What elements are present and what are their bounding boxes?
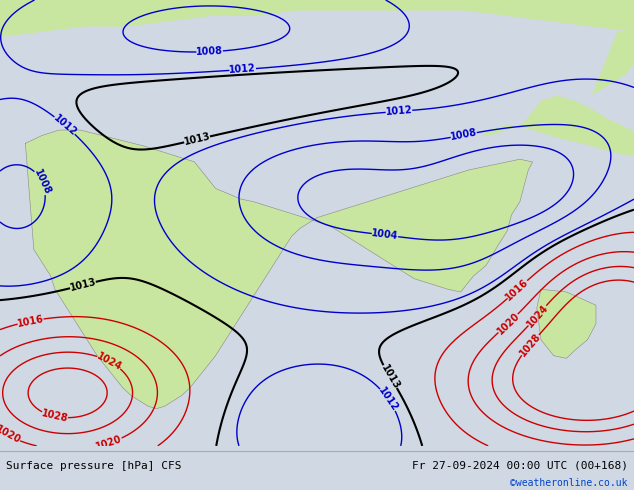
Polygon shape — [592, 32, 634, 96]
Text: 1013: 1013 — [183, 131, 211, 147]
Polygon shape — [537, 289, 596, 358]
Text: 1024: 1024 — [525, 302, 550, 329]
Text: 1012: 1012 — [385, 105, 413, 118]
Text: 1016: 1016 — [504, 277, 531, 302]
Text: Fr 27-09-2024 00:00 UTC (00+168): Fr 27-09-2024 00:00 UTC (00+168) — [411, 461, 628, 471]
Text: 1028: 1028 — [41, 408, 69, 424]
Text: 1020: 1020 — [495, 311, 521, 336]
Text: 1020: 1020 — [0, 424, 22, 446]
Polygon shape — [0, 0, 634, 37]
Text: 1008: 1008 — [32, 168, 53, 196]
Text: 1004: 1004 — [371, 228, 399, 242]
Text: 1012: 1012 — [377, 386, 400, 414]
Text: 1008: 1008 — [450, 127, 478, 143]
Text: 1024: 1024 — [95, 351, 124, 372]
Polygon shape — [482, 96, 634, 157]
Text: 1013: 1013 — [68, 277, 97, 293]
Text: 1012: 1012 — [229, 64, 257, 75]
Text: ©weatheronline.co.uk: ©weatheronline.co.uk — [510, 478, 628, 488]
Polygon shape — [25, 130, 533, 409]
Text: 1020: 1020 — [95, 434, 124, 452]
Text: 1012: 1012 — [51, 113, 79, 138]
Text: 1016: 1016 — [16, 314, 45, 329]
Text: Surface pressure [hPa] CFS: Surface pressure [hPa] CFS — [6, 461, 182, 471]
Text: 1008: 1008 — [196, 46, 223, 57]
Text: 1028: 1028 — [517, 331, 543, 359]
Text: 1013: 1013 — [379, 363, 401, 391]
